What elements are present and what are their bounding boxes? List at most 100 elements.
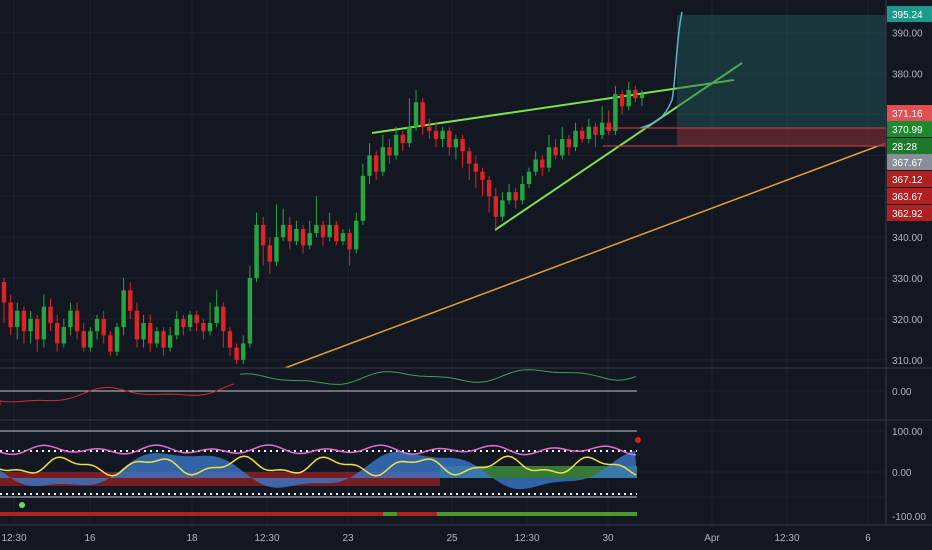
candle-body[interactable] xyxy=(460,139,465,152)
candle-body[interactable] xyxy=(360,175,366,221)
candle-body[interactable] xyxy=(380,147,386,172)
candle-body[interactable] xyxy=(626,89,631,107)
candle-body[interactable] xyxy=(593,126,598,135)
candle-body[interactable] xyxy=(486,179,492,197)
candle-body[interactable] xyxy=(247,278,253,344)
candle-body[interactable] xyxy=(387,147,392,156)
candle-body[interactable] xyxy=(174,318,179,336)
candle-body[interactable] xyxy=(453,139,459,148)
candle-body[interactable] xyxy=(35,318,40,340)
candle-body[interactable] xyxy=(274,237,279,262)
candle-body[interactable] xyxy=(606,122,611,131)
candle-body[interactable] xyxy=(227,331,233,348)
time-axis[interactable]: 12:30 16 18 12:30 23 25 12:30 30 Apr 12:30 6 xyxy=(1,533,871,544)
candle-body[interactable] xyxy=(340,233,346,242)
candle-body[interactable] xyxy=(393,134,399,156)
candle-body[interactable] xyxy=(307,233,312,246)
candle-body[interactable] xyxy=(533,159,538,172)
candle-body[interactable] xyxy=(148,323,153,344)
candle-body[interactable] xyxy=(433,130,439,140)
candle-body[interactable] xyxy=(447,130,452,148)
candle-body[interactable] xyxy=(108,335,113,352)
candle-body[interactable] xyxy=(367,155,372,176)
candle-body[interactable] xyxy=(88,331,93,348)
candle-body[interactable] xyxy=(74,310,80,332)
candle-body[interactable] xyxy=(413,102,419,127)
candle-body[interactable] xyxy=(128,290,133,311)
time-tick-label: 18 xyxy=(186,533,198,544)
candle-body[interactable] xyxy=(579,130,585,140)
candle-body[interactable] xyxy=(254,224,259,279)
candle-body[interactable] xyxy=(440,130,445,140)
candle-body[interactable] xyxy=(68,310,73,328)
candle-body[interactable] xyxy=(8,302,13,328)
candle-body[interactable] xyxy=(194,314,199,324)
candle-body[interactable] xyxy=(513,192,518,201)
candle-body[interactable] xyxy=(121,290,126,328)
candle-body[interactable] xyxy=(619,94,625,107)
candle-body[interactable] xyxy=(287,224,292,242)
candle-body[interactable] xyxy=(114,327,120,352)
candle-body[interactable] xyxy=(467,151,472,164)
candle-body[interactable] xyxy=(221,306,226,332)
candle-body[interactable] xyxy=(187,314,193,328)
candle-body[interactable] xyxy=(586,126,592,140)
candle-body[interactable] xyxy=(241,343,246,360)
candle-body[interactable] xyxy=(300,228,306,246)
candle-body[interactable] xyxy=(141,323,146,340)
candle-body[interactable] xyxy=(566,139,572,148)
candle-body[interactable] xyxy=(201,323,206,332)
candle-body[interactable] xyxy=(420,102,425,127)
candle-body[interactable] xyxy=(167,335,173,348)
candle-body[interactable] xyxy=(28,318,33,332)
candle-body[interactable] xyxy=(407,126,412,144)
candle-body[interactable] xyxy=(506,192,512,201)
candle-body[interactable] xyxy=(613,94,618,131)
candle-body[interactable] xyxy=(101,318,106,336)
candle-body[interactable] xyxy=(480,171,485,180)
candle-body[interactable] xyxy=(1,282,7,303)
candle-body[interactable] xyxy=(560,139,565,156)
candle-body[interactable] xyxy=(181,318,186,328)
candle-body[interactable] xyxy=(234,347,239,360)
candle-body[interactable] xyxy=(573,130,578,148)
candle-body[interactable] xyxy=(267,245,273,262)
candle-body[interactable] xyxy=(154,331,160,344)
candle-body[interactable] xyxy=(347,233,352,250)
candle-body[interactable] xyxy=(54,323,60,344)
support-line[interactable] xyxy=(284,142,887,369)
candle-body[interactable] xyxy=(553,147,558,156)
candle-body[interactable] xyxy=(493,196,498,217)
candle-body[interactable] xyxy=(260,224,266,246)
candle-body[interactable] xyxy=(373,155,379,172)
candle-body[interactable] xyxy=(400,134,405,144)
candle-body[interactable] xyxy=(427,126,432,131)
candle-body[interactable] xyxy=(334,224,339,242)
candle-body[interactable] xyxy=(473,163,479,172)
candle-body[interactable] xyxy=(526,171,532,184)
candle-body[interactable] xyxy=(48,306,53,324)
candle-body[interactable] xyxy=(94,318,100,332)
candle-body[interactable] xyxy=(639,94,645,99)
candle-body[interactable] xyxy=(280,224,286,238)
candle-body[interactable] xyxy=(500,200,505,217)
candle-body[interactable] xyxy=(214,306,219,324)
candle-body[interactable] xyxy=(15,310,20,328)
candle-body[interactable] xyxy=(599,122,605,135)
candle-body[interactable] xyxy=(520,184,525,201)
candle-body[interactable] xyxy=(320,224,326,238)
candle-body[interactable] xyxy=(41,306,47,340)
candle-body[interactable] xyxy=(207,323,213,332)
candle-body[interactable] xyxy=(61,327,67,344)
candle-body[interactable] xyxy=(294,228,299,242)
candle-body[interactable] xyxy=(540,159,545,168)
candle-body[interactable] xyxy=(546,147,552,168)
candle-body[interactable] xyxy=(81,331,86,348)
candle-body[interactable] xyxy=(354,220,359,250)
candle-body[interactable] xyxy=(21,310,27,332)
candle-body[interactable] xyxy=(633,89,638,99)
candle-body[interactable] xyxy=(134,310,140,340)
candle-body[interactable] xyxy=(314,224,319,234)
candle-body[interactable] xyxy=(327,224,332,238)
candle-body[interactable] xyxy=(161,331,166,348)
